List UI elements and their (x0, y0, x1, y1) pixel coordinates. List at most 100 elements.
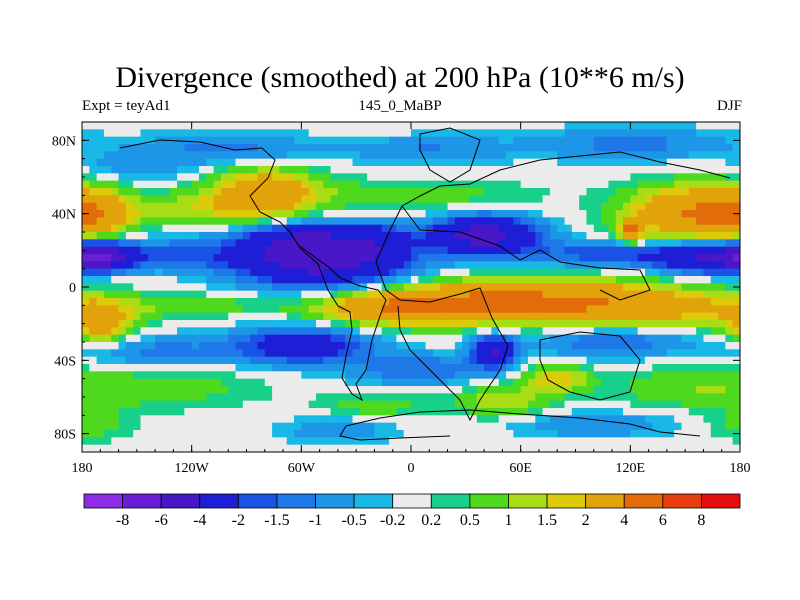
field-cell (191, 166, 200, 174)
field-cell (396, 334, 405, 343)
field-cell (564, 254, 573, 262)
field-cell (674, 217, 683, 226)
field-cell (593, 210, 602, 218)
field-cell (191, 180, 200, 189)
colorbar-swatch (701, 493, 741, 509)
field-cell (696, 393, 704, 402)
field-cell (593, 356, 602, 365)
field-cell (586, 232, 595, 240)
field-cell (418, 173, 427, 182)
field-cell (491, 371, 500, 380)
field-cell (169, 320, 178, 328)
field-cell (352, 136, 361, 145)
field-cell (220, 312, 229, 321)
field-cell (579, 224, 587, 233)
field-cell (250, 312, 258, 321)
field-cell (89, 180, 98, 189)
field-cell (162, 158, 171, 167)
field-cell (264, 195, 273, 204)
field-cell (374, 158, 383, 167)
field-cell (155, 400, 163, 409)
field-cell (206, 305, 215, 314)
field-cell (301, 217, 310, 226)
field-cell (513, 173, 522, 182)
field-cell (535, 400, 544, 409)
field-cell (345, 393, 354, 402)
field-cell (279, 422, 288, 431)
field-cell (630, 195, 639, 204)
field-cell (454, 408, 463, 416)
field-cell (345, 151, 354, 160)
field-cell (301, 437, 310, 446)
field-cell (644, 349, 653, 358)
field-cell (286, 261, 295, 270)
field-cell (637, 254, 646, 262)
field-cell (506, 364, 514, 372)
field-cell (279, 173, 288, 182)
field-cell (257, 364, 266, 372)
field-cell (688, 371, 697, 380)
field-cell (155, 334, 163, 343)
field-cell (732, 239, 740, 248)
field-cell (330, 408, 339, 416)
field-cell (732, 393, 740, 402)
field-cell (389, 217, 397, 226)
field-cell (367, 224, 375, 233)
field-cell (520, 173, 529, 182)
field-cell (381, 254, 390, 262)
field-cell (462, 305, 470, 314)
field-cell (250, 202, 258, 211)
field-cell (140, 129, 149, 138)
field-cell (469, 195, 478, 204)
field-cell (133, 444, 141, 452)
field-cell (155, 144, 163, 152)
field-cell (133, 166, 141, 174)
field-cell (432, 217, 441, 226)
field-cell (703, 246, 712, 255)
field-cell (703, 320, 712, 328)
field-cell (506, 180, 514, 189)
field-cell (608, 298, 617, 306)
field-cell (169, 268, 178, 277)
field-cell (206, 320, 215, 328)
field-cell (352, 224, 361, 233)
field-cell (381, 290, 390, 299)
field-cell (125, 290, 134, 299)
field-cell (82, 224, 90, 233)
field-cell (286, 217, 295, 226)
field-cell (703, 180, 712, 189)
field-cell (374, 232, 383, 240)
field-cell (491, 349, 500, 358)
field-cell (133, 136, 141, 145)
field-cell (198, 408, 207, 416)
field-cell (177, 312, 185, 321)
field-cell (308, 408, 317, 416)
field-cell (498, 349, 507, 358)
field-cell (601, 166, 609, 174)
field-cell (608, 166, 617, 174)
field-cell (103, 166, 112, 174)
field-cell (103, 342, 112, 350)
field-cell (147, 386, 156, 394)
field-cell (681, 364, 690, 372)
field-cell (418, 158, 427, 167)
field-cell (469, 386, 478, 394)
field-cell (623, 408, 631, 416)
field-cell (89, 232, 98, 240)
field-cell (389, 312, 397, 321)
field-cell (571, 144, 580, 152)
field-cell (623, 327, 631, 336)
field-cell (235, 136, 244, 145)
field-cell (213, 408, 222, 416)
field-cell (418, 246, 427, 255)
field-cell (666, 437, 675, 446)
field-cell (198, 312, 207, 321)
field-cell (82, 276, 90, 284)
field-cell (279, 129, 288, 138)
field-cell (250, 393, 258, 402)
field-cell (242, 261, 251, 270)
field-cell (396, 202, 405, 211)
field-cell (666, 158, 675, 167)
field-cell (264, 356, 273, 365)
field-cell (630, 283, 639, 292)
